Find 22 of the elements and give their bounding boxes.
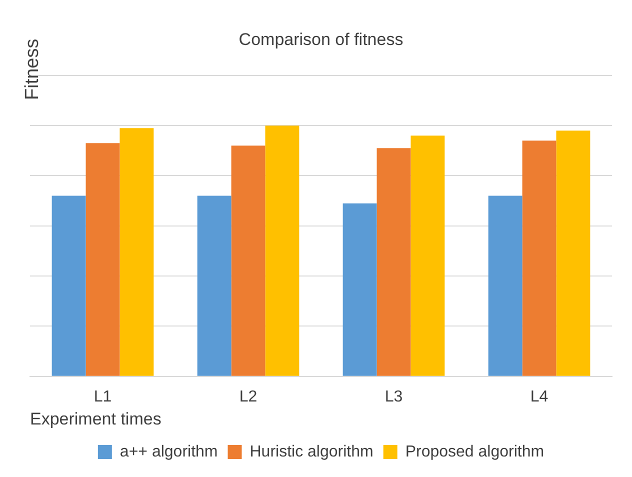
bar [231,146,266,376]
bar [120,128,154,376]
bar [342,203,377,376]
bar [488,196,522,376]
x-tick-label: L1 [94,388,112,406]
x-tick-label: L3 [384,388,403,406]
chart-title: Comparison of fitness [238,30,404,49]
bar [52,196,86,376]
bar [410,136,445,376]
bar [556,130,590,376]
bar [522,140,556,376]
x-tick-label: L2 [239,388,258,406]
legend-label: Huristic algorithm [250,443,374,460]
bar [197,196,232,376]
bar [86,143,120,376]
bar [265,126,300,376]
y-axis-title: Fitness [22,38,44,100]
x-tick-label: L4 [530,388,548,406]
legend-label: Proposed algorithm [405,443,544,460]
bar [376,148,411,376]
x-axis-title: Experiment times [30,409,162,428]
legend-label: a++ algorithm [120,443,218,460]
